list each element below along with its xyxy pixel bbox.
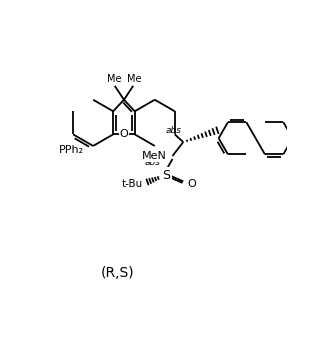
Text: t-Bu: t-Bu (121, 179, 142, 189)
Text: (R,S): (R,S) (101, 266, 135, 280)
Text: abs: abs (166, 126, 182, 135)
Text: abs: abs (144, 158, 160, 167)
Text: S: S (162, 169, 170, 182)
Text: O: O (187, 179, 196, 189)
Text: Me: Me (127, 73, 141, 84)
Text: O: O (120, 129, 128, 140)
Text: PPh₂: PPh₂ (59, 145, 84, 155)
Text: Me: Me (107, 73, 121, 84)
Text: MeN: MeN (141, 151, 166, 161)
